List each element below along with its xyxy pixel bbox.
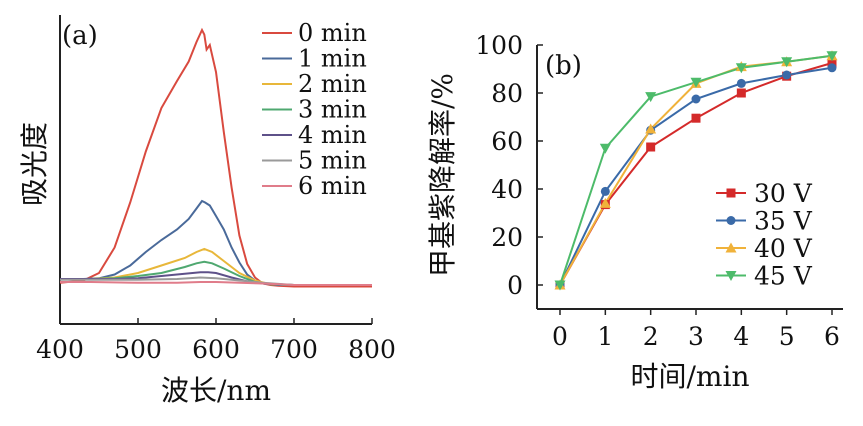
panel-b-x-tick-label: 6 [824,322,840,351]
panel-b-x-tick-label: 1 [597,322,613,351]
panel-b-data-point [781,57,793,68]
panel-a-x-tick-label: 400 [36,335,84,364]
panel-b-y-tick-label: 80 [491,79,523,108]
panel-a-legend-label: 0 min [298,19,367,47]
panel-b-x-tick-label: 2 [643,322,659,351]
panel-b-data-point [691,113,701,123]
panel-b-data-point [599,143,611,154]
panel-b-data-point [599,197,611,208]
panel-b-data-point [827,63,837,73]
panel-b-legend-label: 40 V [754,234,813,263]
panel-b-y-ticks: 0 20 40 60 80 100 [475,31,543,300]
panel-a-x-tick-label: 700 [270,335,318,364]
panel-b-y-tick-label: 0 [507,271,523,300]
panel-b-data-point [554,280,566,291]
panel-b-legend-label: 35 V [754,207,813,236]
panel-a-series [59,27,372,288]
panel-b-data-point [735,63,747,74]
panel-b-y-tick-label: 40 [491,175,523,204]
panel-b-data-point [782,70,792,80]
panel-a-label: (a) [62,21,98,51]
panel-a-x-tick-label: 600 [192,335,240,364]
panel-b-legend-marker [725,242,737,253]
panel-a-legend-label: 4 min [298,121,367,149]
panel-b-legend-label: 30 V [754,179,813,208]
panel-b-y-tick-label: 100 [475,31,523,60]
panel-b-legend-marker [726,188,736,198]
panel-a-x-ticks: 400 500 600 700 800 [36,318,396,364]
panel-b-x-tick-label: 4 [733,322,749,351]
panel-a-legend-label: 6 min [298,172,367,200]
panel-b-x-tick-label: 3 [688,322,704,351]
panel-b-data-point [690,77,702,88]
panel-b-data-point [646,142,656,152]
panel-b-data-point [827,58,837,68]
panel-a-legend-label: 3 min [298,96,367,124]
panel-b-x-tick-label: 5 [779,322,795,351]
panel-b-legend-marker [725,271,737,281]
panel-b-data-point [826,51,838,62]
panel-a-x-axis-title: 波长/nm [161,374,271,407]
panel-b-y-axis-title: 甲基紫降解率/% [426,73,459,277]
panel-b-data-point [645,92,657,103]
panel-b-legend: 30 V35 V40 V45 V [716,179,813,291]
panel-b-data-point [600,186,610,196]
panel-a-x-tick-label: 500 [114,335,162,364]
panel-b-data-point [645,123,657,134]
panel-b-y-tick-label: 20 [491,223,523,252]
panel-b-legend-marker [726,216,736,225]
panel-b-data-point [736,88,746,98]
panel-b-data-point [736,78,746,88]
panel-b-series [554,50,838,291]
panel-b-x-axis-title: 时间/min [631,360,750,393]
panel-a-series-line [60,281,372,286]
panel-b-data-point [691,94,701,104]
panel-a-legend-label: 2 min [298,70,367,98]
panel-b-label: (b) [545,51,582,81]
panel-b-y-tick-label: 60 [491,127,523,156]
panel-a-legend-label: 5 min [298,147,367,175]
panel-b-x-tick-label: 0 [552,322,568,351]
panel-a-x-tick-label: 800 [348,335,396,364]
panel-b-legend-label: 45 V [754,262,813,291]
panel-a-legend-label: 1 min [298,45,367,73]
panel-a-y-axis-title: 吸光度 [18,122,51,206]
